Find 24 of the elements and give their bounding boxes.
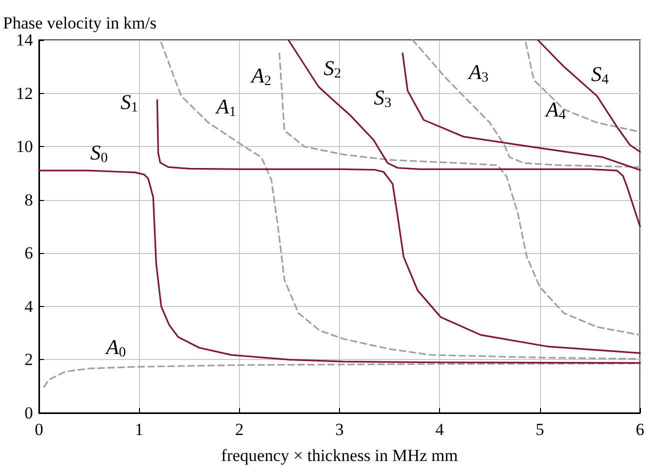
x-tick-label: 6	[636, 420, 644, 439]
y-tick-label: 8	[24, 190, 33, 210]
line-series	[402, 52, 641, 171]
y-axis-title: Phase velocity in km/s	[3, 14, 156, 33]
x-tick-label: 2	[235, 420, 244, 439]
y-tick-label: 14	[16, 30, 34, 50]
line-series	[412, 39, 641, 168]
line-series	[43, 362, 641, 388]
y-tick-label: 2	[24, 350, 33, 370]
line-series	[160, 42, 641, 360]
y-tick-label: 6	[24, 244, 33, 263]
x-tick-label: 3	[335, 420, 344, 439]
y-tick-label: 10	[16, 137, 33, 156]
x-tick-label: 1	[134, 420, 144, 439]
line-series	[537, 39, 641, 153]
y-tick-label: 0	[24, 404, 33, 422]
y-tick-label: 4	[24, 296, 34, 316]
line-series	[278, 52, 641, 336]
x-axis-title: frequency × thickness in MHz mm	[221, 446, 458, 465]
line-series	[38, 170, 641, 364]
x-tick-label: 4	[435, 420, 444, 439]
x-tick-label: 5	[536, 420, 544, 439]
line-series	[288, 39, 641, 228]
y-tick-label: 12	[16, 84, 33, 103]
